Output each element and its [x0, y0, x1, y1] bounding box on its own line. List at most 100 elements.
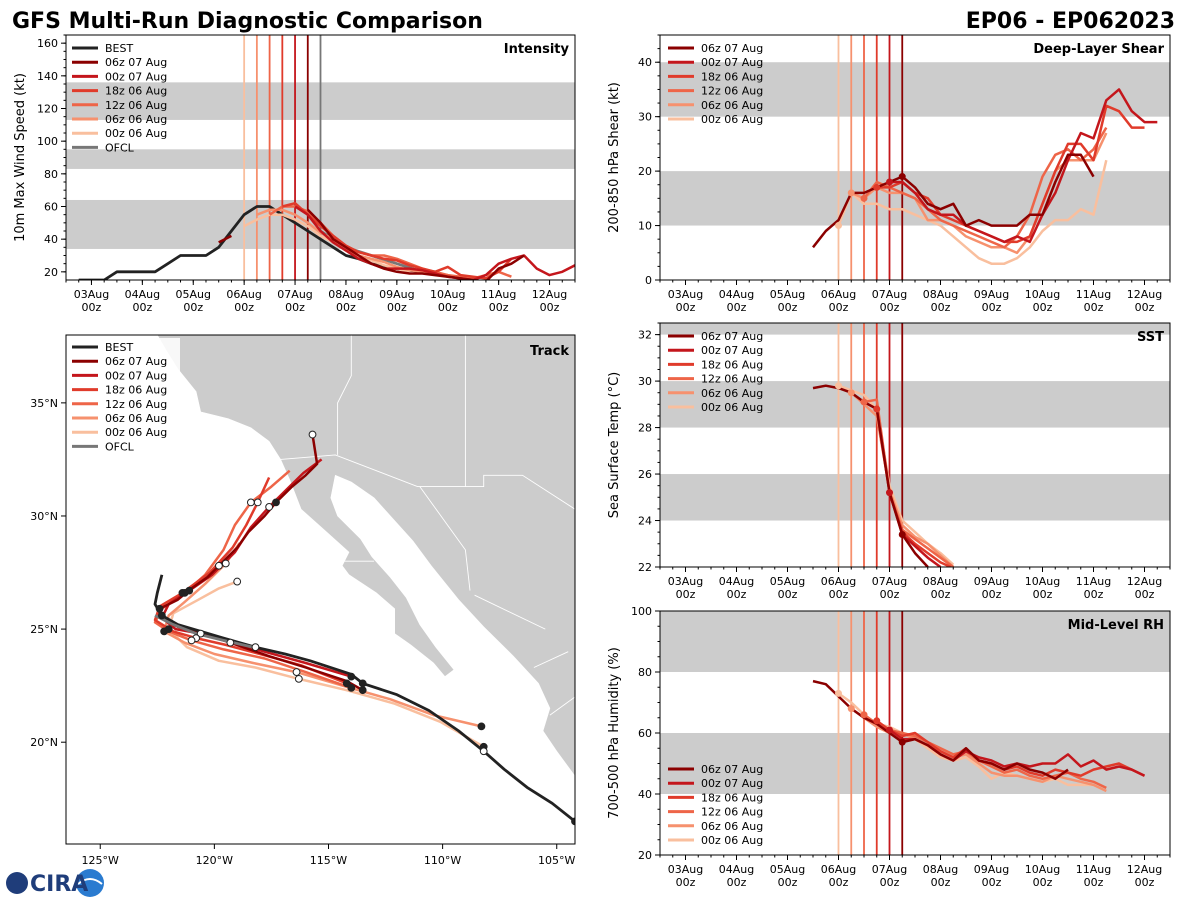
intensity-ytick-label: 40 [44, 233, 58, 246]
intensity-xtick-label: 04Aug [125, 288, 160, 301]
shear-init-marker-0 [898, 173, 906, 181]
land-mass [156, 335, 575, 777]
track-marker [292, 668, 301, 676]
map-border-8 [419, 486, 471, 591]
rh-xtick-sublabel: 00z [676, 876, 696, 889]
track-legend-run: 06z 07 Aug [105, 355, 167, 368]
rh-legend-run: 00z 07 Aug [701, 777, 763, 790]
intensity-xtick-sublabel: 00z [285, 301, 305, 314]
intensity-xtick-sublabel: 00z [183, 301, 203, 314]
sst-panel: 22242628303203Aug00z04Aug00z05Aug00z06Au… [607, 322, 1171, 601]
track-legend-run: 00z 06 Aug [105, 426, 167, 439]
track-xtick-label: 110°W [424, 854, 461, 867]
rh-xtick-label: 03Aug [668, 863, 703, 876]
sst-xtick-label: 09Aug [974, 575, 1009, 588]
rh-legend-run: 00z 06 Aug [701, 834, 763, 847]
shear-ytick-label: 30 [638, 111, 652, 124]
intensity-legend-run: 18z 06 Aug [105, 85, 167, 98]
sst-xtick-label: 03Aug [668, 575, 703, 588]
track-marker [294, 674, 303, 683]
sst-xtick-label: 07Aug [872, 575, 907, 588]
rh-xtick-label: 08Aug [923, 863, 958, 876]
shear-title: Deep-Layer Shear [1033, 42, 1164, 57]
sst-band-1 [660, 381, 1170, 428]
track-marker [221, 559, 230, 568]
intensity-legend-run: 12z 06 Aug [105, 99, 167, 112]
track-marker [187, 636, 196, 645]
track-series-5 [167, 580, 485, 748]
sst-xtick-label: 11Aug [1076, 575, 1111, 588]
map-border-1 [337, 335, 352, 455]
intensity-xtick-sublabel: 00z [387, 301, 407, 314]
track-ytick-label: 25°N [30, 623, 58, 636]
cira-swoosh-icon [77, 878, 103, 885]
figure-title: GFS Multi-Run Diagnostic Comparison [12, 9, 483, 34]
sst-init-marker-1 [886, 489, 893, 497]
track-marker [233, 577, 242, 586]
sst-legend-run: 12z 06 Aug [701, 373, 763, 386]
intensity-xtick-sublabel: 00z [438, 301, 458, 314]
shear-ytick-label: 10 [638, 220, 652, 233]
sst-title: SST [1137, 330, 1164, 345]
rh-xtick-sublabel: 00z [982, 876, 1002, 889]
intensity-xtick-label: 07Aug [277, 288, 312, 301]
shear-ytick-label: 20 [638, 165, 652, 178]
rh-xtick-label: 10Aug [1025, 863, 1060, 876]
shear-xtick-label: 12Aug [1127, 288, 1162, 301]
cira-satellite-icon [76, 869, 104, 897]
intensity-xtick-sublabel: 00z [82, 301, 102, 314]
rh-series-0 [812, 679, 1069, 781]
shear-xtick-sublabel: 00z [931, 301, 951, 314]
shear-xtick-label: 07Aug [872, 288, 907, 301]
track-marker [155, 604, 164, 613]
track-legend-run: 12z 06 Aug [105, 398, 167, 411]
rh-xtick-sublabel: 00z [778, 876, 798, 889]
intensity-xtick-label: 05Aug [176, 288, 211, 301]
track-marker [265, 503, 274, 511]
rh-xtick-sublabel: 00z [880, 876, 900, 889]
track-ytick-label: 35°N [30, 397, 58, 410]
track-best-marker [251, 643, 260, 652]
cira-logo-text: CIRA [30, 872, 88, 897]
sst-xtick-label: 06Aug [821, 575, 856, 588]
shear-xtick-label: 05Aug [770, 288, 805, 301]
track-marker [308, 430, 317, 439]
track-best-marker [479, 747, 488, 756]
intensity-legend-run: 06z 07 Aug [105, 56, 167, 69]
track-series-2 [153, 476, 348, 685]
track-series-4 [162, 542, 482, 728]
sst-band-0 [660, 474, 1170, 521]
rh-xtick-label: 05Aug [770, 863, 805, 876]
intensity-xtick-label: 11Aug [481, 288, 516, 301]
rh-title: Mid-Level RH [1068, 618, 1164, 633]
storm-id: EP06 - EP062023 [966, 9, 1175, 34]
sst-init-marker-0 [898, 530, 906, 538]
intensity-ytick-label: 20 [44, 266, 58, 279]
shear-xtick-sublabel: 00z [982, 301, 1002, 314]
track-marker [342, 679, 351, 688]
track-legend-best: BEST [105, 341, 133, 354]
rh-init-marker-4 [847, 705, 855, 713]
intensity-ytick-label: 160 [37, 37, 58, 50]
rh-series-2 [876, 719, 1146, 777]
rh-init-marker-3 [860, 711, 868, 719]
shear-legend-run: 12z 06 Aug [701, 85, 763, 98]
track-marker [477, 722, 486, 731]
rh-band-1 [660, 611, 1170, 672]
map-border-7 [549, 696, 575, 716]
shear-xtick-label: 04Aug [719, 288, 754, 301]
rh-ytick-label: 40 [638, 788, 652, 801]
intensity-legend-run: 00z 06 Aug [105, 127, 167, 140]
sst-xtick-sublabel: 00z [829, 588, 849, 601]
intensity-panel: 2040608010012014016003Aug00z04Aug00z05Au… [13, 34, 576, 314]
sst-legend-run: 06z 06 Aug [701, 387, 763, 400]
track-marker [196, 629, 205, 638]
shear-legend-run: 00z 06 Aug [701, 113, 763, 126]
sst-ytick-label: 28 [638, 422, 652, 435]
sst-init-marker-2 [873, 405, 881, 413]
rh-xtick-label: 04Aug [719, 863, 754, 876]
intensity-xtick-sublabel: 00z [489, 301, 509, 314]
sst-xtick-sublabel: 00z [931, 588, 951, 601]
track-panel: 125°W 120°W 115°W 110°W 105°W 20°N 25°N 30°N 35°… [30, 334, 576, 867]
